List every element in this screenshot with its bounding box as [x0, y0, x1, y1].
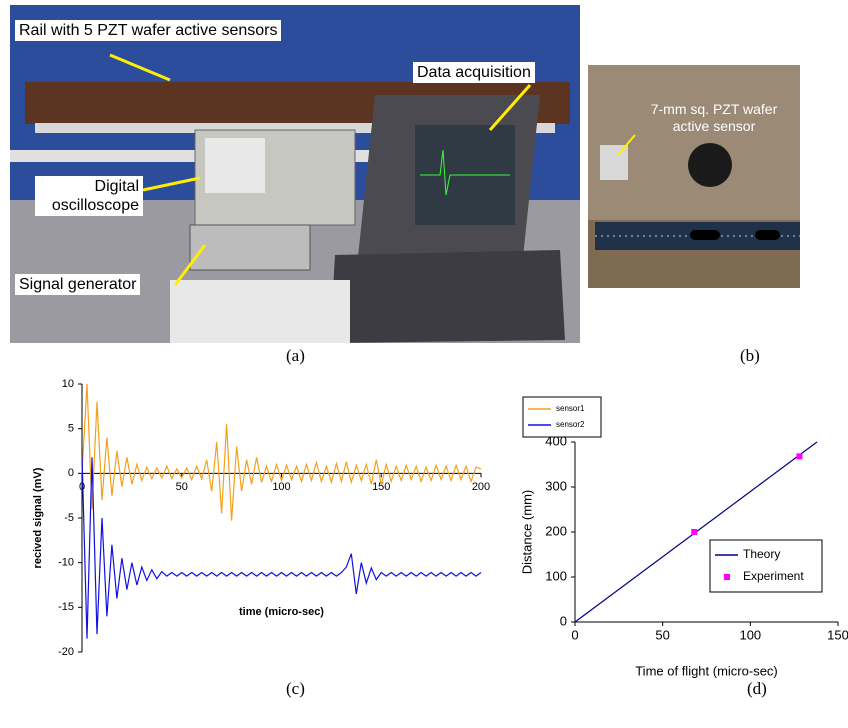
- y-tick-label: 300: [545, 478, 567, 493]
- y-tick-label: 0: [68, 467, 74, 479]
- x-axis-label: Time of flight (micro-sec): [635, 663, 778, 678]
- caption: (d): [747, 679, 767, 699]
- marker: [796, 453, 802, 459]
- legend-box: [523, 397, 601, 437]
- x-tick-label: 100: [272, 481, 290, 493]
- y-tick-label: -5: [64, 512, 74, 524]
- y-tick-label: 200: [545, 523, 567, 538]
- y-tick-label: -10: [58, 557, 74, 569]
- legend-label: sensor2: [556, 420, 585, 429]
- legend-label: sensor1: [556, 404, 585, 413]
- y-tick-label: 100: [545, 568, 567, 583]
- legend-swatch: [724, 574, 730, 580]
- page: -20-15-10-50510050100150200recived signa…: [0, 0, 848, 728]
- photo-label: Data acquisition: [413, 62, 535, 83]
- y-tick-label: -15: [58, 601, 74, 613]
- legend-label: Theory: [743, 547, 780, 561]
- caption: (c): [286, 679, 305, 699]
- series-line: [82, 384, 481, 521]
- x-tick-label: 50: [655, 627, 669, 642]
- photo-label: 7-mm sq. PZT wafer active sensor: [640, 100, 788, 136]
- y-tick-label: 400: [545, 433, 567, 448]
- x-tick-label: 150: [827, 627, 848, 642]
- photo-label: Signal generator: [15, 274, 140, 295]
- marker: [691, 529, 697, 535]
- x-tick-label: 50: [176, 481, 188, 493]
- y-tick-label: 5: [68, 423, 74, 435]
- y-tick-label: 0: [560, 613, 567, 628]
- legend-label: Experiment: [743, 569, 804, 583]
- y-axis-label: Distance (mm): [519, 490, 534, 575]
- x-axis-label: time (micro-sec): [239, 606, 324, 618]
- x-tick-label: 200: [472, 481, 490, 493]
- photo-label: Rail with 5 PZT wafer active sensors: [15, 20, 281, 41]
- x-tick-label: 0: [571, 627, 578, 642]
- y-tick-label: -20: [58, 646, 74, 658]
- x-tick-label: 0: [79, 481, 85, 493]
- caption: (b): [740, 346, 760, 366]
- caption: (a): [286, 346, 305, 366]
- photo-b: [588, 65, 800, 288]
- y-axis-label: recived signal (mV): [32, 467, 44, 568]
- x-tick-label: 100: [739, 627, 761, 642]
- y-tick-label: 10: [62, 378, 74, 390]
- photo-label: Digital oscilloscope: [35, 176, 143, 216]
